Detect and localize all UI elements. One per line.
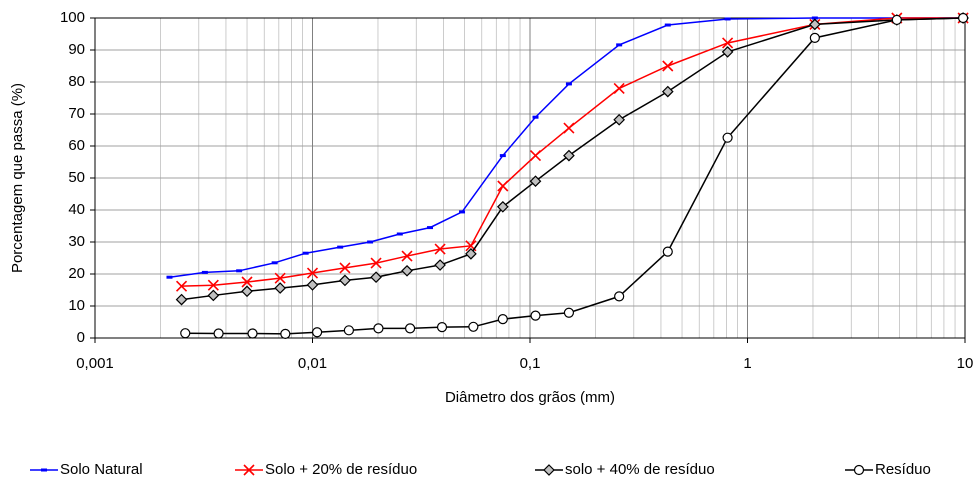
y-axis-label: Porcentagem que passa (%) [9,83,26,273]
point [312,327,323,338]
y-tick-label: 100 [60,9,85,26]
point [563,307,575,318]
y-tick-label: 20 [68,265,85,282]
point [306,279,319,291]
point [436,322,448,333]
point [306,267,319,279]
point [343,325,354,336]
y-tick-label: 10 [68,297,85,314]
point [722,37,734,49]
point [274,272,286,284]
point [957,12,969,24]
point [207,279,219,291]
point [404,323,416,334]
point [434,259,446,271]
point [613,82,625,94]
point [497,314,508,325]
x-tick-label: 0,001 [76,355,114,372]
point [175,293,188,306]
y-tick-label: 0 [77,329,85,346]
point [529,175,542,188]
point [373,323,384,334]
point [434,243,446,255]
point [543,464,555,476]
series-line [181,17,964,287]
legend-label: Solo + 20% de resíduo [265,461,417,478]
point [662,246,673,257]
x-tick-label: 0,01 [298,355,327,372]
point [853,464,865,476]
y-tick-label: 90 [68,41,85,58]
point [530,310,541,321]
point [614,291,625,302]
point [662,60,674,72]
point [213,328,224,339]
point [497,180,509,192]
point [891,14,902,26]
plot-frame [94,17,966,339]
point [468,321,479,332]
point [613,113,626,126]
y-tick-label: 30 [68,233,85,250]
x-tick-label: 0,1 [520,355,541,372]
y-tick-label: 70 [68,105,85,122]
y-tick-label: 80 [68,73,85,90]
point [241,285,253,298]
point [722,132,733,143]
point [370,257,382,269]
point [809,32,820,43]
point [280,328,291,339]
point [496,200,509,213]
point [241,276,253,288]
point [401,250,413,262]
legend-label: Solo Natural [60,461,143,478]
point [401,264,413,277]
point [243,464,255,476]
point [661,85,674,98]
point [180,328,191,339]
point [721,46,734,58]
point [207,289,220,302]
point [808,18,821,31]
point [247,328,258,339]
series-line [181,17,964,301]
y-tick-label: 60 [68,137,85,154]
series-line [169,17,964,278]
x-tick-label: 10 [957,355,974,372]
legend-label: solo + 40% de resíduo [565,461,715,478]
point [175,280,188,292]
x-tick-label: 1 [743,355,751,372]
point [274,282,286,294]
x-axis-label: Diâmetro dos grãos (mm) [445,389,615,406]
point [465,247,477,260]
point [370,271,382,284]
y-tick-label: 50 [68,169,85,186]
point [339,274,351,287]
y-tick-label: 40 [68,201,85,218]
point [563,149,575,162]
point [339,262,351,274]
point [529,150,542,162]
point [563,122,575,134]
legend-label: Resíduo [875,461,931,478]
